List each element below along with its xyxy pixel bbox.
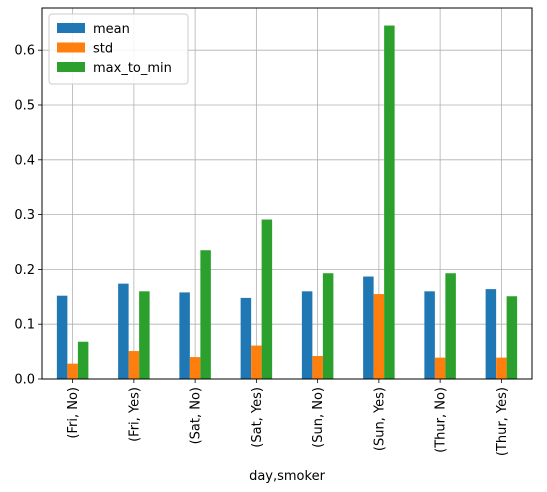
x-axis: (Fri, No) (Fri, Yes) (Sat, No) (Sat, Yes) (S… bbox=[66, 379, 510, 456]
bar-max-to-min bbox=[200, 250, 211, 379]
plot-frame bbox=[41, 7, 533, 380]
bar-std bbox=[189, 357, 201, 379]
legend-swatch bbox=[57, 62, 85, 72]
bar-mean bbox=[118, 283, 129, 379]
bar-mean bbox=[179, 292, 190, 379]
bar-mean bbox=[424, 291, 435, 379]
legend-label: max_to_min bbox=[93, 61, 172, 76]
y-axis: 0.0 0.1 0.2 0.3 0.4 0.5 0.6 bbox=[14, 44, 42, 388]
bar-std bbox=[434, 357, 446, 379]
bar-std bbox=[496, 357, 507, 379]
y-tick-label: 0.0 bbox=[14, 373, 35, 388]
legend-swatch bbox=[57, 42, 85, 53]
bar-max-to-min bbox=[322, 273, 334, 379]
bar-mean bbox=[485, 289, 497, 379]
y-tick-label: 0.2 bbox=[14, 263, 35, 278]
bar-std bbox=[312, 355, 323, 379]
y-tick-label: 0.5 bbox=[14, 98, 35, 113]
x-tick-label: (Fri, No) bbox=[66, 387, 81, 439]
legend-label: mean bbox=[93, 22, 130, 37]
bar-mean bbox=[56, 295, 68, 379]
legend: mean std max_to_min bbox=[48, 13, 189, 85]
bars bbox=[56, 25, 518, 379]
x-tick-label: (Sun, Yes) bbox=[372, 387, 387, 451]
bar-max-to-min bbox=[506, 296, 518, 379]
y-tick-label: 0.6 bbox=[14, 44, 35, 59]
x-tick-label: (Sat, No) bbox=[189, 387, 204, 444]
bar-max-to-min bbox=[445, 273, 456, 379]
x-tick-label: (Thur, No) bbox=[434, 387, 449, 453]
bar-std bbox=[251, 345, 262, 379]
bar-std bbox=[67, 363, 78, 379]
x-tick-label: (Thur, Yes) bbox=[495, 387, 510, 456]
bar-std bbox=[128, 351, 140, 379]
bar-std bbox=[373, 294, 385, 379]
y-tick-label: 0.3 bbox=[14, 208, 35, 223]
x-tick-label: (Sun, No) bbox=[311, 387, 326, 448]
x-axis-title: day,smoker bbox=[249, 469, 325, 484]
y-tick-label: 0.1 bbox=[14, 318, 35, 333]
y-tick-label: 0.4 bbox=[14, 153, 35, 168]
bar-mean bbox=[240, 297, 252, 379]
x-tick-label: (Fri, Yes) bbox=[127, 387, 142, 442]
bar-max-to-min bbox=[77, 341, 89, 379]
x-tick-label: (Sat, Yes) bbox=[250, 387, 265, 448]
bar-max-to-min bbox=[261, 219, 273, 379]
bar-max-to-min bbox=[384, 25, 395, 379]
bar-mean bbox=[363, 276, 374, 379]
legend-swatch bbox=[57, 23, 85, 33]
bar-max-to-min bbox=[139, 291, 150, 379]
bar-mean bbox=[301, 291, 313, 379]
legend-label: std bbox=[93, 42, 113, 57]
